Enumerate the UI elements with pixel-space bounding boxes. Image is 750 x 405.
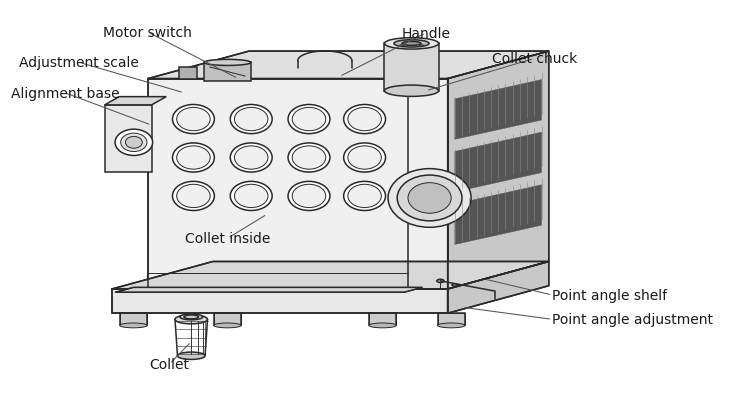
Ellipse shape [235, 185, 268, 208]
Ellipse shape [120, 323, 147, 328]
Ellipse shape [369, 323, 396, 328]
Polygon shape [448, 52, 549, 289]
Polygon shape [148, 52, 549, 79]
Polygon shape [116, 288, 422, 292]
Ellipse shape [175, 315, 208, 324]
Ellipse shape [398, 176, 462, 221]
Ellipse shape [172, 105, 214, 134]
Ellipse shape [344, 143, 386, 173]
Ellipse shape [288, 105, 330, 134]
Ellipse shape [388, 169, 471, 228]
Ellipse shape [402, 42, 421, 46]
Ellipse shape [385, 86, 439, 97]
Ellipse shape [344, 182, 386, 211]
Polygon shape [148, 79, 448, 289]
Text: Motor switch: Motor switch [104, 26, 192, 40]
Ellipse shape [204, 60, 251, 66]
Text: Collet inside: Collet inside [184, 232, 270, 246]
Ellipse shape [292, 185, 326, 208]
Ellipse shape [437, 323, 465, 328]
Ellipse shape [348, 185, 381, 208]
Ellipse shape [184, 315, 199, 319]
Text: Alignment base: Alignment base [10, 87, 119, 100]
Ellipse shape [172, 182, 214, 211]
Text: Collet chuck: Collet chuck [492, 52, 577, 66]
Ellipse shape [177, 147, 210, 170]
Polygon shape [104, 106, 152, 172]
Ellipse shape [172, 143, 214, 173]
Polygon shape [204, 63, 251, 81]
Ellipse shape [180, 314, 203, 320]
Polygon shape [437, 313, 465, 326]
Ellipse shape [400, 46, 404, 47]
Ellipse shape [292, 108, 326, 131]
Ellipse shape [410, 40, 414, 41]
Ellipse shape [121, 134, 147, 152]
Ellipse shape [419, 46, 424, 47]
Ellipse shape [214, 323, 241, 328]
Polygon shape [120, 313, 147, 326]
Ellipse shape [348, 108, 381, 131]
Ellipse shape [230, 182, 272, 211]
Text: Point angle shelf: Point angle shelf [552, 288, 668, 302]
Ellipse shape [288, 182, 330, 211]
Polygon shape [214, 313, 241, 326]
Polygon shape [112, 262, 549, 289]
Text: Handle: Handle [401, 27, 451, 41]
Ellipse shape [385, 38, 439, 50]
Ellipse shape [452, 284, 458, 286]
Ellipse shape [178, 352, 205, 360]
Ellipse shape [235, 108, 268, 131]
Ellipse shape [230, 143, 272, 173]
Polygon shape [178, 68, 196, 80]
Ellipse shape [125, 137, 142, 149]
Ellipse shape [394, 40, 429, 48]
Ellipse shape [292, 147, 326, 170]
Polygon shape [104, 97, 166, 106]
Polygon shape [385, 44, 439, 92]
Text: Collet: Collet [149, 357, 190, 371]
Text: Adjustment scale: Adjustment scale [20, 56, 140, 70]
Polygon shape [454, 185, 542, 245]
Polygon shape [112, 289, 448, 313]
Ellipse shape [177, 185, 210, 208]
Ellipse shape [115, 130, 152, 156]
Ellipse shape [288, 143, 330, 173]
Ellipse shape [344, 105, 386, 134]
Text: Point angle adjustment: Point angle adjustment [552, 313, 713, 326]
Ellipse shape [177, 108, 210, 131]
Polygon shape [369, 313, 396, 326]
Polygon shape [454, 80, 542, 140]
Ellipse shape [348, 147, 381, 170]
Ellipse shape [230, 105, 272, 134]
Ellipse shape [235, 147, 268, 170]
Polygon shape [454, 133, 542, 192]
Polygon shape [448, 262, 549, 313]
Ellipse shape [408, 183, 452, 214]
Ellipse shape [436, 279, 444, 283]
